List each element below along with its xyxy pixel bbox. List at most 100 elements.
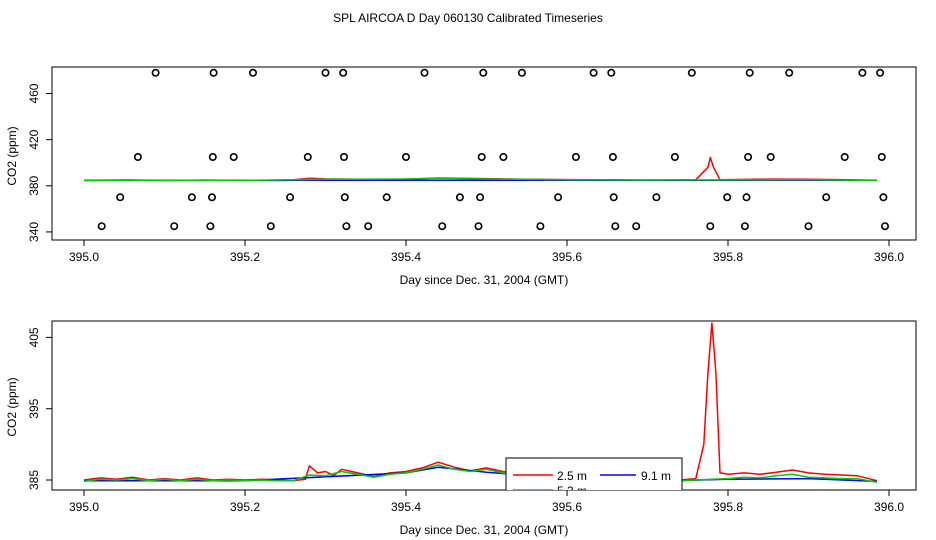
bottom-x-tick-label: 395.2 bbox=[230, 500, 260, 514]
top-series bbox=[83, 156, 877, 182]
calibration-point bbox=[364, 222, 373, 231]
calibration-point bbox=[517, 68, 526, 77]
bottom-x-axis-label: Day since Dec. 31, 2004 (GMT) bbox=[400, 523, 569, 537]
bottom-x-tick-label: 395.4 bbox=[391, 500, 421, 514]
legend-box bbox=[505, 457, 683, 490]
calibration-point bbox=[187, 193, 196, 202]
calibration-point bbox=[208, 153, 217, 162]
calibration-point bbox=[879, 193, 888, 202]
top-plot-frame bbox=[51, 66, 917, 241]
legend-label-9-1m: 9.1 m bbox=[641, 469, 671, 483]
calibration-point bbox=[342, 222, 351, 231]
calibration-point bbox=[249, 68, 258, 77]
calibration-point bbox=[97, 222, 106, 231]
calibration-point bbox=[745, 68, 754, 77]
calibration-point bbox=[632, 222, 641, 231]
calibration-point bbox=[876, 68, 885, 77]
top-x-tick-label: 395.0 bbox=[69, 250, 99, 264]
calibration-point bbox=[455, 193, 464, 202]
bottom-x-tick-label: 395.8 bbox=[713, 500, 743, 514]
bottom-panel: Day since Dec. 31, 2004 (GMT) CO2 (ppm) … bbox=[5, 320, 917, 537]
calibration-point bbox=[170, 222, 179, 231]
bottom-y-ticks: 385 395 405 bbox=[27, 327, 52, 490]
calibration-point bbox=[706, 222, 715, 231]
calibration-point bbox=[476, 193, 485, 202]
calibration-point bbox=[589, 68, 598, 77]
calibration-point bbox=[420, 68, 429, 77]
calibration-point bbox=[840, 153, 849, 162]
top-series-5-3-mline bbox=[83, 177, 877, 182]
calibration-point bbox=[474, 222, 483, 231]
calibration-point bbox=[609, 193, 618, 202]
calibration-point bbox=[608, 153, 617, 162]
calibration-point bbox=[804, 222, 813, 231]
top-x-tick-label: 395.8 bbox=[713, 250, 743, 264]
calibration-point bbox=[477, 153, 486, 162]
bottom-plot-frame bbox=[51, 320, 917, 491]
top-x-tick-label: 396.0 bbox=[874, 250, 904, 264]
top-y-axis-label: CO2 (ppm) bbox=[5, 126, 19, 185]
calibration-point bbox=[303, 153, 312, 162]
calibration-point bbox=[670, 153, 679, 162]
calibration-point bbox=[652, 193, 661, 202]
calibration-point bbox=[611, 222, 620, 231]
calibration-point bbox=[877, 153, 886, 162]
calibration-point bbox=[858, 68, 867, 77]
calibration-point bbox=[499, 153, 508, 162]
top-y-tick-label: 380 bbox=[27, 175, 41, 195]
calibration-point bbox=[687, 68, 696, 77]
calibration-point bbox=[740, 222, 749, 231]
calibration-point bbox=[266, 222, 275, 231]
bottom-y-tick-label: 385 bbox=[27, 470, 41, 490]
calibration-point bbox=[229, 153, 238, 162]
top-x-tick-label: 395.6 bbox=[552, 250, 582, 264]
bottom-y-tick-label: 405 bbox=[27, 327, 41, 347]
calibration-point bbox=[286, 193, 295, 202]
bottom-x-tick-label: 395.6 bbox=[552, 500, 582, 514]
top-x-ticks: 395.0 395.2 395.4 395.6 395.8 396.0 bbox=[69, 240, 904, 264]
calibration-point bbox=[133, 153, 142, 162]
top-x-axis-label: Day since Dec. 31, 2004 (GMT) bbox=[400, 273, 569, 287]
calibration-point bbox=[208, 193, 217, 202]
bottom-y-axis-label: CO2 (ppm) bbox=[5, 377, 19, 436]
calibration-point bbox=[116, 193, 125, 202]
bottom-x-tick-label: 396.0 bbox=[874, 500, 904, 514]
calibration-point bbox=[744, 153, 753, 162]
calibration-point bbox=[880, 222, 889, 231]
chart-title: SPL AIRCOA D Day 060130 Calibrated Times… bbox=[333, 11, 603, 25]
calibration-point bbox=[607, 68, 616, 77]
calibration-point bbox=[401, 153, 410, 162]
calibration-point bbox=[571, 153, 580, 162]
top-x-tick-label: 395.4 bbox=[391, 250, 421, 264]
legend-label-2-5m: 2.5 m bbox=[557, 469, 587, 483]
bottom-x-ticks: 395.0 395.2 395.4 395.6 395.8 396.0 bbox=[69, 490, 904, 514]
calibration-point bbox=[151, 68, 160, 77]
calibration-point bbox=[339, 68, 348, 77]
calibration-point bbox=[554, 193, 563, 202]
bottom-series-2-5-mline bbox=[83, 322, 878, 482]
top-y-ticks: 340 380 420 460 bbox=[27, 83, 52, 242]
calibration-point bbox=[438, 222, 447, 231]
legend-label-5-3m: 5.3 m bbox=[557, 484, 587, 498]
calibration-point bbox=[766, 153, 775, 162]
calibration-point bbox=[785, 68, 794, 77]
top-x-tick-label: 395.2 bbox=[230, 250, 260, 264]
calibration-point bbox=[723, 193, 732, 202]
calibration-point bbox=[209, 68, 218, 77]
calibration-point bbox=[382, 193, 391, 202]
top-panel: Day since Dec. 31, 2004 (GMT) CO2 (ppm) … bbox=[5, 66, 917, 287]
top-y-tick-label: 340 bbox=[27, 222, 41, 242]
bottom-series bbox=[83, 322, 878, 483]
legend: 2.5 m 9.1 m 5.3 m bbox=[505, 457, 683, 498]
top-y-tick-label: 460 bbox=[27, 83, 41, 103]
top-y-tick-label: 420 bbox=[27, 129, 41, 149]
calibration-point bbox=[340, 193, 349, 202]
calibration-point bbox=[206, 222, 215, 231]
calibration-point bbox=[536, 222, 545, 231]
bottom-x-tick-label: 395.0 bbox=[69, 500, 99, 514]
calibration-point bbox=[742, 193, 751, 202]
calibration-point bbox=[479, 68, 488, 77]
bottom-y-tick-label: 395 bbox=[27, 398, 41, 418]
calibration-point bbox=[822, 193, 831, 202]
